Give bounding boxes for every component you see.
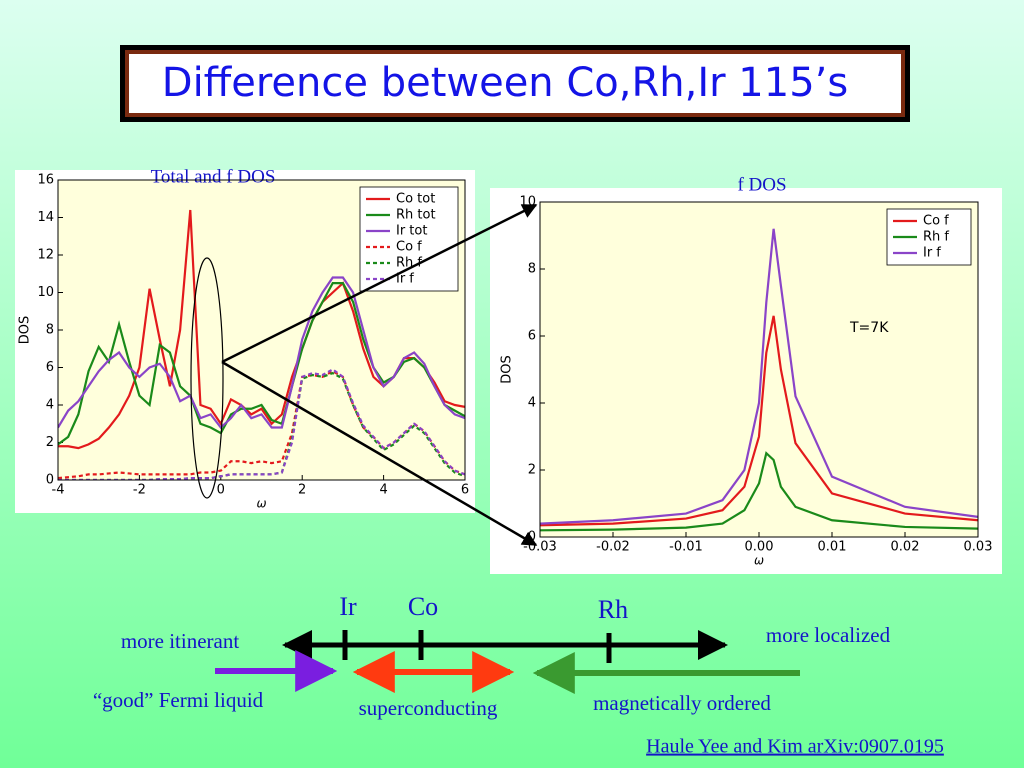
material-label: Co xyxy=(408,592,438,621)
x-axis-label: ω xyxy=(754,554,764,568)
x-tick-label: -0.01 xyxy=(669,540,703,555)
x-tick-label: 0.02 xyxy=(891,540,920,555)
annotation: T=7K xyxy=(849,320,889,336)
legend-label: Rh f xyxy=(923,230,949,245)
x-tick-label: 4 xyxy=(379,483,387,498)
x-axis-label: ω xyxy=(256,497,266,511)
x-tick-label: -4 xyxy=(52,483,65,498)
diagram: Ir Co Rh more itinerant more localized “… xyxy=(93,592,944,758)
regime-label: magnetically ordered xyxy=(593,691,771,715)
citation: Haule Yee and Kim arXiv:0907.0195 xyxy=(646,736,944,758)
chart-title: f DOS xyxy=(737,174,786,195)
y-tick-label: 6 xyxy=(528,329,536,344)
y-tick-label: 10 xyxy=(37,285,54,300)
slide-title: Difference between Co,Rh,Ir 115’s xyxy=(162,60,848,106)
y-tick-label: 2 xyxy=(46,435,54,450)
x-tick-label: 6 xyxy=(461,483,469,498)
data-line xyxy=(58,368,465,480)
legend-label: Co tot xyxy=(396,192,435,207)
legend-label: Rh tot xyxy=(396,208,436,223)
x-tick-label: 0.00 xyxy=(745,540,774,555)
legend-label: Ir f xyxy=(923,246,941,261)
regime-label: “good” Fermi liquid xyxy=(93,688,264,712)
y-tick-label: 4 xyxy=(46,398,54,413)
y-tick-label: 12 xyxy=(37,248,54,263)
data-line xyxy=(540,451,978,532)
highlight-ellipse xyxy=(190,257,224,499)
material-label: Rh xyxy=(598,595,628,624)
y-tick-label: 8 xyxy=(46,323,54,338)
x-tick-label: -2 xyxy=(133,483,146,498)
data-line xyxy=(58,276,465,430)
y-tick-label: 4 xyxy=(528,396,536,411)
x-tick-label: 0.03 xyxy=(964,540,993,555)
regime-label: superconducting xyxy=(359,696,498,720)
legend-label: Rh f xyxy=(396,256,422,271)
x-tick-label: 0 xyxy=(217,483,225,498)
y-tick-label: 14 xyxy=(37,210,54,225)
plot-frame xyxy=(539,201,979,538)
zoom-arrow xyxy=(221,360,538,547)
zoom-arrow xyxy=(221,203,538,364)
legend-label: Co f xyxy=(923,214,949,229)
y-axis-label: DOS xyxy=(18,316,33,345)
x-tick-label: 2 xyxy=(298,483,306,498)
y-tick-label: 8 xyxy=(528,262,536,277)
y-axis-label: DOS xyxy=(500,355,515,384)
y-tick-label: 0 xyxy=(46,473,54,488)
legend-label: Ir tot xyxy=(396,224,427,239)
charts: Total and f DOS 0 2 4 6 8 10 12 14 16 -4 -2 0 2 4 6 ω DOS… xyxy=(18,166,993,567)
chart-title: Total and f DOS xyxy=(151,166,276,187)
legend-box xyxy=(359,186,459,292)
title-box xyxy=(129,54,901,113)
legend-label: Co f xyxy=(396,240,422,255)
x-tick-label: -0.02 xyxy=(596,540,630,555)
y-tick-label: 2 xyxy=(528,463,536,478)
material-label: Ir xyxy=(339,592,357,621)
right-label: more localized xyxy=(766,623,891,647)
left-label: more itinerant xyxy=(121,629,240,653)
legend-label: Ir f xyxy=(396,272,414,287)
x-tick-label: 0.01 xyxy=(818,540,847,555)
y-tick-label: 16 xyxy=(37,173,54,188)
plot-frame xyxy=(57,179,466,481)
chart: Total and f DOS 0 2 4 6 8 10 12 14 16 -4 -2 0 2 4 6 ω DOS… xyxy=(18,166,470,510)
y-tick-label: 6 xyxy=(46,360,54,375)
data-line xyxy=(540,228,978,525)
data-line xyxy=(540,315,978,527)
